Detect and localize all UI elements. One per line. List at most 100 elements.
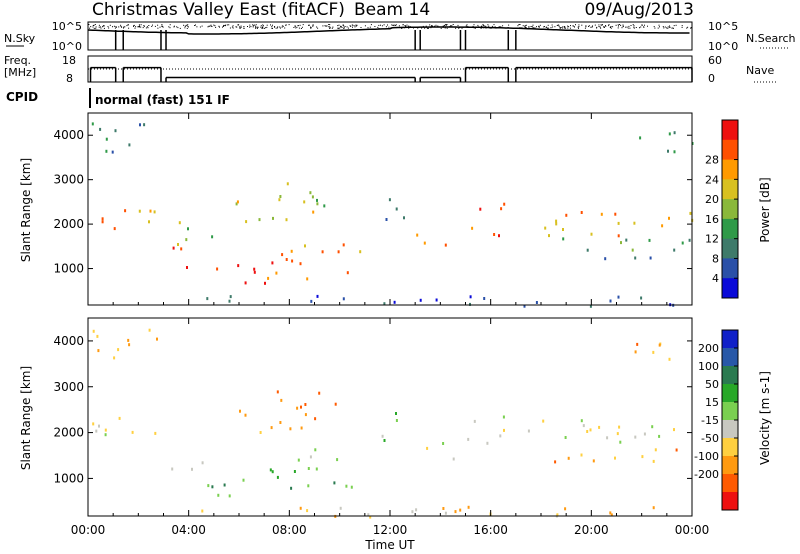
nsearch-dot	[472, 25, 474, 27]
nsearch-dot	[143, 25, 145, 27]
y-tick-label: 4000	[53, 128, 84, 142]
power-echo-cell	[617, 234, 620, 238]
nsearch-dot	[139, 25, 140, 27]
nsearch-dot	[440, 27, 442, 29]
power-echo-cell	[316, 202, 319, 206]
velocity-echo-cell	[580, 453, 583, 457]
velocity-echo-cell	[609, 511, 612, 515]
nsearch-dot	[214, 25, 216, 27]
velocity-echo-cell	[299, 506, 302, 510]
nsearch-dot	[378, 24, 380, 26]
nsky-tick-bottom: 10^0	[52, 40, 82, 53]
nsearch-dot	[667, 27, 669, 29]
velocity-echo-cell	[381, 434, 384, 438]
nsearch-dot	[401, 27, 403, 29]
nsearch-dot	[140, 24, 142, 26]
nsearch-dot	[356, 24, 358, 26]
nsearch-dot	[133, 25, 135, 27]
nsearch-dot	[272, 24, 273, 26]
power-echo-cell	[385, 218, 388, 221]
nsearch-dot	[669, 26, 671, 28]
nsearch-dot	[536, 26, 537, 28]
nsearch-dot	[524, 26, 526, 28]
velocity-echo-cell	[502, 415, 505, 419]
nsearch-dot	[442, 26, 444, 28]
nsearch-dot	[263, 25, 264, 27]
nsearch-dot	[385, 26, 387, 28]
beam-label: Beam 14	[354, 0, 430, 20]
cpid-value: normal (fast) 151 IF	[95, 93, 230, 107]
nsearch-dot	[239, 26, 241, 28]
nsearch-dot	[302, 24, 304, 26]
nsearch-dot	[444, 24, 445, 26]
nsearch-dot	[93, 27, 95, 29]
power-echo-cell	[604, 257, 607, 261]
nsearch-dot	[547, 27, 549, 29]
velocity-echo-cell	[616, 432, 619, 436]
power-echo-cell	[316, 294, 319, 298]
nsearch-dot	[447, 26, 449, 28]
nsearch-dot	[99, 26, 101, 28]
freq-trace	[88, 66, 693, 82]
power-echo-cell	[673, 150, 676, 154]
power-echo-cell	[267, 276, 270, 280]
nsearch-dot	[493, 26, 495, 28]
nsearch-dot	[422, 25, 424, 27]
nsearch-dot	[482, 26, 484, 28]
velocity-echo-cell	[598, 425, 601, 429]
nsearch-dot	[107, 26, 109, 28]
colorbar-swatch	[722, 238, 738, 259]
y-tick-label: 4000	[53, 334, 84, 348]
nsearch-dot	[381, 25, 383, 27]
nsearch-dot	[337, 25, 339, 27]
nsearch-dot	[223, 25, 224, 27]
nsearch-dot	[601, 24, 603, 26]
colorbar-tick-label: 4	[712, 272, 719, 285]
power-echo-cell	[304, 244, 306, 248]
nsearch-dot	[388, 26, 390, 28]
nsearch-dot	[92, 26, 94, 28]
nsearch-dot	[533, 27, 535, 29]
nsearch-dot	[147, 27, 149, 29]
nsearch-dot	[355, 24, 357, 26]
velocity-echo-cell	[117, 348, 120, 352]
nsearch-dot	[467, 26, 469, 28]
nsearch-dot	[568, 26, 570, 28]
nsearch-dot	[609, 27, 611, 28]
nsearch-dot	[294, 25, 296, 27]
velocity-echo-cell	[444, 511, 447, 515]
nsearch-dot	[207, 26, 209, 28]
nsearch-dot	[301, 26, 303, 28]
date-label: 09/Aug/2013	[584, 0, 694, 20]
freq-tick-bottom: 8	[66, 72, 73, 85]
nsearch-dot	[341, 27, 343, 28]
nsearch-dot	[134, 27, 136, 29]
nsearch-dot	[364, 25, 366, 27]
nsearch-dot	[88, 24, 90, 25]
nsearch-dot	[329, 26, 331, 28]
nsearch-dot	[625, 26, 627, 28]
nsearch-dot	[173, 25, 175, 27]
velocity-echo-cell	[113, 356, 116, 360]
nsearch-dot	[224, 25, 226, 27]
power-y-axis: 1000 2000 3000 4000	[53, 128, 692, 276]
nave-label: Nave	[746, 64, 774, 77]
nsearch-dot	[312, 25, 314, 27]
nsearch-dot	[288, 24, 290, 26]
power-echo-cell	[245, 220, 248, 224]
colorbar-swatch	[722, 179, 738, 200]
colorbar-tick-label: 16	[705, 213, 719, 226]
velocity-echo-cell	[97, 349, 100, 353]
nsearch-dot	[308, 24, 310, 26]
nsearch-dot	[102, 25, 104, 27]
nsearch-dot	[186, 27, 188, 29]
nsearch-dot	[257, 27, 258, 29]
nsearch-dot	[550, 27, 552, 29]
power-echo-cell	[383, 302, 386, 306]
nsearch-dot	[577, 26, 579, 28]
y-tick-label: 2000	[53, 217, 84, 231]
nsearch-dot	[617, 24, 619, 26]
nsearch-dot	[342, 24, 344, 26]
nsearch-dot	[169, 27, 171, 29]
power-echo-cell	[639, 136, 642, 140]
